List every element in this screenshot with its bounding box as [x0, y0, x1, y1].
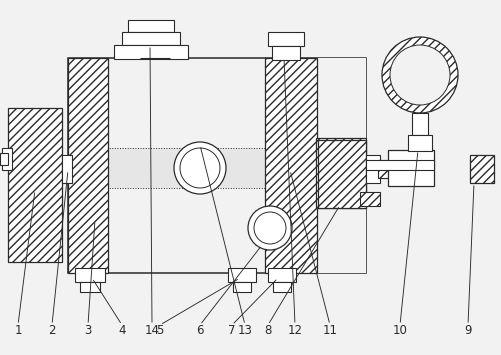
Text: 4: 4: [118, 323, 125, 337]
Bar: [407, 135, 431, 151]
Bar: [265, 58, 316, 273]
Bar: [227, 268, 256, 282]
Bar: [232, 282, 250, 292]
Bar: [273, 282, 291, 292]
Circle shape: [180, 148, 219, 188]
Text: 14: 14: [144, 323, 159, 337]
Bar: [272, 46, 300, 60]
Bar: [122, 32, 180, 45]
Bar: [268, 32, 304, 46]
Bar: [469, 155, 493, 183]
Text: 6: 6: [196, 323, 203, 337]
Text: 1: 1: [14, 323, 22, 337]
Bar: [68, 58, 365, 273]
Circle shape: [389, 45, 449, 105]
Bar: [315, 138, 365, 208]
Bar: [75, 268, 105, 282]
Bar: [128, 20, 174, 32]
Bar: [365, 155, 379, 183]
Bar: [62, 155, 72, 183]
Bar: [68, 148, 365, 188]
Text: 5: 5: [156, 323, 163, 337]
Text: 12: 12: [287, 323, 302, 337]
Text: 8: 8: [264, 323, 271, 337]
Text: 9: 9: [463, 323, 471, 337]
Text: 10: 10: [392, 323, 407, 337]
Bar: [377, 160, 389, 178]
Text: 2: 2: [48, 323, 56, 337]
Bar: [68, 58, 108, 273]
Bar: [359, 192, 379, 206]
Bar: [315, 58, 365, 273]
Text: 11: 11: [322, 323, 337, 337]
Bar: [365, 160, 433, 170]
Text: 7: 7: [228, 323, 235, 337]
Circle shape: [247, 206, 292, 250]
Bar: [2, 148, 12, 170]
Bar: [8, 108, 62, 262]
Bar: [114, 45, 188, 59]
Circle shape: [254, 212, 286, 244]
Bar: [411, 113, 427, 135]
Text: 3: 3: [84, 323, 92, 337]
Bar: [387, 150, 433, 186]
Bar: [80, 282, 100, 292]
Bar: [0, 153, 8, 165]
Circle shape: [381, 37, 457, 113]
Bar: [268, 268, 296, 282]
Bar: [317, 140, 365, 208]
Circle shape: [174, 142, 225, 194]
Text: 13: 13: [237, 323, 252, 337]
